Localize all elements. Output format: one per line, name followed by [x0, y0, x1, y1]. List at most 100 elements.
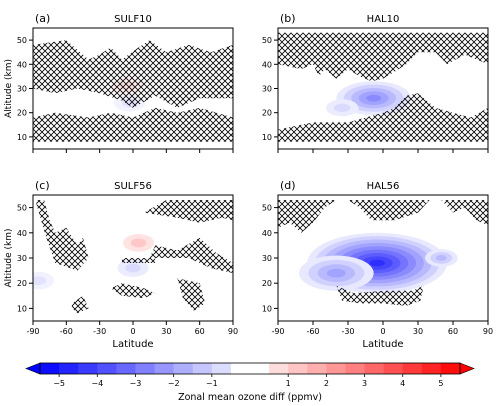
anomaly-1 — [325, 99, 359, 117]
hatch-region-6 — [177, 278, 206, 311]
hatch-region-1 — [149, 237, 233, 274]
panel-letter: (b) — [280, 12, 296, 25]
panel-hal10: 10 20 30 40 50 (b) HAL10 — [262, 12, 489, 153]
anomaly-contour — [334, 103, 351, 113]
y-tick-label: 40 — [17, 60, 27, 69]
x-axis-label: Latitude — [112, 339, 153, 350]
anomaly-contour — [369, 259, 385, 267]
x-tick-label: 90 — [228, 327, 238, 336]
y-tick-label: 50 — [17, 204, 27, 213]
anomaly-contour — [33, 276, 47, 286]
y-tick-label: 30 — [262, 254, 272, 263]
colorbar-tick-label: −2 — [168, 379, 180, 388]
hatch-region-0 — [278, 32, 488, 82]
x-tick-label: 0 — [380, 327, 385, 336]
x-tick-label: -30 — [93, 327, 106, 336]
colorbar-segment — [288, 363, 308, 374]
anomaly-2 — [425, 249, 458, 267]
colorbar-tick-label: −3 — [130, 379, 142, 388]
anomaly-contour — [435, 255, 447, 261]
x-tick-label: 90 — [483, 327, 493, 336]
colorbar-tick-label: −4 — [91, 379, 103, 388]
y-tick-label: 10 — [17, 133, 27, 142]
colorbar-segment — [307, 363, 327, 374]
y-tick-label: 10 — [262, 133, 272, 142]
anomaly-1 — [117, 259, 149, 277]
y-tick-label: 30 — [17, 85, 27, 94]
y-tick-label: 40 — [262, 229, 272, 238]
anomaly-contour — [327, 268, 346, 278]
x-tick-label: 60 — [448, 327, 458, 336]
y-tick-label: 40 — [262, 60, 272, 69]
colorbar-frame — [39, 362, 461, 375]
y-tick-label: 50 — [262, 36, 272, 45]
hatch-region-4 — [71, 295, 89, 314]
y-tick-label: 30 — [17, 254, 27, 263]
colorbar-segment — [230, 363, 270, 374]
colorbar-segment — [135, 363, 155, 374]
y-tick-label: 10 — [17, 304, 27, 313]
x-tick-label: -60 — [306, 327, 319, 336]
panel-sulf56: -90 -60 -30 0 30 60 90 10 20 30 40 50 (c) SULF56 Altit… — [4, 179, 238, 350]
colorbar-segment — [345, 363, 365, 374]
colorbar-segment — [364, 363, 385, 374]
x-tick-label: -90 — [271, 327, 284, 336]
x-tick-label: 0 — [130, 327, 135, 336]
colorbar-segment — [40, 363, 60, 374]
panels-layer: 10 20 30 40 50 (a) SULF10 Altitude (km) 10 20 30 40… — [4, 12, 493, 350]
hatch-region-1 — [33, 107, 233, 142]
colorbar-extend-max — [459, 362, 475, 375]
colorbar-label: Zonal mean ozone diff (ppmv) — [178, 392, 322, 403]
y-tick-label: 50 — [17, 36, 27, 45]
panel-sulf10: 10 20 30 40 50 (a) SULF10 Altitude (km) — [4, 12, 234, 153]
hatch-region-5 — [110, 283, 156, 299]
y-tick-label: 40 — [17, 229, 27, 238]
colorbar-segment — [154, 363, 175, 374]
colorbar-segment — [440, 363, 461, 374]
hatch-region-3 — [144, 200, 233, 223]
x-axis-label: Latitude — [362, 339, 403, 350]
plot-area — [278, 28, 488, 149]
panel-title: HAL10 — [367, 14, 400, 25]
colorbar-extend-min — [25, 362, 41, 375]
hatch-region-2 — [121, 258, 156, 263]
x-tick-label: 30 — [161, 327, 171, 336]
colorbar-segment — [326, 363, 346, 374]
hatch-region-0 — [33, 40, 233, 108]
anomaly-contour — [130, 238, 147, 248]
anomaly-1 — [299, 255, 374, 291]
hatch-region-1 — [278, 93, 488, 142]
colorbar-tick-label: −1 — [206, 379, 218, 388]
panel-title: HAL56 — [367, 181, 400, 192]
x-tick-label: 60 — [195, 327, 205, 336]
plot-area — [33, 195, 233, 321]
anomaly-0 — [123, 234, 155, 252]
y-tick-label: 30 — [262, 85, 272, 94]
hatch-region-2 — [441, 200, 488, 226]
y-axis-label: Altitude (km) — [4, 59, 14, 118]
colorbar-segment — [421, 363, 442, 374]
anomaly-2 — [33, 271, 55, 290]
colorbar-segment — [211, 363, 232, 374]
panel-title: SULF10 — [114, 14, 152, 25]
colorbar-segment — [59, 363, 79, 374]
hatch-region-0 — [278, 200, 337, 233]
anomaly-contour — [366, 94, 382, 102]
colorbar-tick-label: 4 — [400, 379, 405, 388]
colorbar: −5 −4 −3 −2 −1 1 2 3 4 5 Zonal mean ozone diff (pp… — [25, 362, 475, 403]
panel-letter: (c) — [35, 179, 50, 192]
colorbar-segment — [78, 363, 98, 374]
y-tick-label: 20 — [17, 109, 27, 118]
colorbar-segment — [192, 363, 213, 374]
hatch-region-1 — [348, 200, 430, 221]
colorbar-segment — [402, 363, 423, 374]
colorbar-segment — [116, 363, 136, 374]
panel-title: SULF56 — [114, 181, 152, 192]
colorbar-segment — [383, 363, 404, 374]
colorbar-tick-label: 1 — [286, 379, 291, 388]
colorbar-segment — [269, 363, 289, 374]
y-tick-label: 20 — [17, 279, 27, 288]
hatch-region-0 — [35, 200, 89, 271]
y-axis-label: Altitude (km) — [4, 228, 14, 287]
